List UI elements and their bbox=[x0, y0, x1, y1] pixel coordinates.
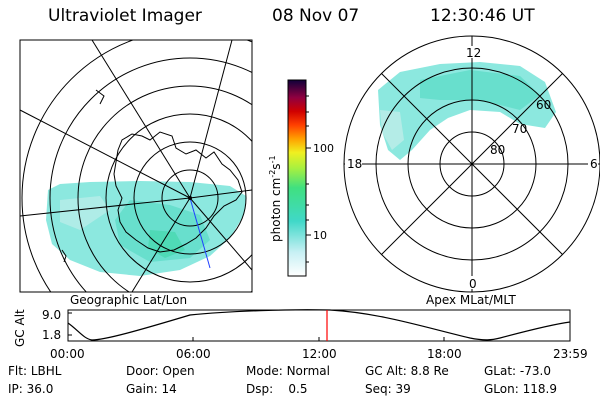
footer-mode: Mode: Normal bbox=[246, 364, 330, 378]
apex-lat-label-80: 80 bbox=[490, 143, 505, 157]
footer-gc-alt: GC Alt: 8.8 Re bbox=[365, 364, 449, 378]
apex-polar-plot: 12 18 6 0 60 70 80 bbox=[343, 35, 600, 293]
geographic-map bbox=[19, 39, 253, 293]
antarctica-coastline bbox=[113, 131, 243, 253]
colorbar-tick-label-10: 10 bbox=[313, 229, 327, 242]
geographic-caption: Geographic Lat/Lon bbox=[70, 293, 187, 307]
altitude-timeline: 9.0 1.8 GC Alt 00:00 06:00 12:00 18:00 2… bbox=[13, 308, 588, 361]
apex-mlt-label-12: 12 bbox=[466, 46, 481, 60]
timeline-ytick-high: 9.0 bbox=[42, 308, 61, 322]
footer-flt: Flt: LBHL bbox=[8, 364, 62, 378]
apex-lat-label-60: 60 bbox=[536, 98, 551, 112]
altitude-curve bbox=[67, 309, 571, 341]
apex-mlt-label-6: 6 bbox=[590, 157, 598, 171]
timeline-xtick-0000: 00:00 bbox=[50, 347, 85, 361]
timeline-ytick-low: 1.8 bbox=[42, 328, 61, 342]
colorbar-gradient bbox=[287, 79, 307, 277]
colorbar: 100 10 photon cm-2s-1 bbox=[268, 79, 334, 277]
apex-mlt-lines bbox=[344, 36, 600, 292]
timeline-ylabel: GC Alt bbox=[13, 309, 27, 347]
timeline-xtick-0600: 06:00 bbox=[176, 347, 211, 361]
timeline-frame bbox=[67, 309, 571, 342]
apex-mlt-label-0: 0 bbox=[469, 277, 477, 291]
footer-glon: GLon: 118.9 bbox=[484, 382, 557, 396]
footer-ip: IP: 36.0 bbox=[8, 382, 54, 396]
footer-seq: Seq: 39 bbox=[365, 382, 411, 396]
image-date: 08 Nov 07 bbox=[272, 6, 360, 26]
timeline-xtick-1800: 18:00 bbox=[427, 347, 462, 361]
geographic-lat-circles bbox=[21, 40, 252, 292]
footer-glat: GLat: -73.0 bbox=[484, 364, 551, 378]
image-time: 12:30:46 UT bbox=[430, 6, 535, 26]
colorbar-tick-label-100: 100 bbox=[313, 142, 334, 155]
footer-gain: Gain: 14 bbox=[126, 382, 177, 396]
timeline-xtick-2359: 23:59 bbox=[553, 347, 588, 361]
timeline-xtick-1200: 12:00 bbox=[302, 347, 337, 361]
instrument-title: Ultraviolet Imager bbox=[48, 6, 202, 26]
colorbar-unit-label: photon cm-2s-1 bbox=[268, 155, 283, 242]
apex-caption: Apex MLat/MLT bbox=[426, 293, 516, 307]
apex-lat-label-70: 70 bbox=[512, 122, 527, 136]
apex-mlt-label-18: 18 bbox=[347, 157, 362, 171]
footer-door: Door: Open bbox=[126, 364, 195, 378]
apex-emission bbox=[378, 62, 556, 160]
footer-dsp: Dsp: 0.5 bbox=[246, 382, 308, 396]
